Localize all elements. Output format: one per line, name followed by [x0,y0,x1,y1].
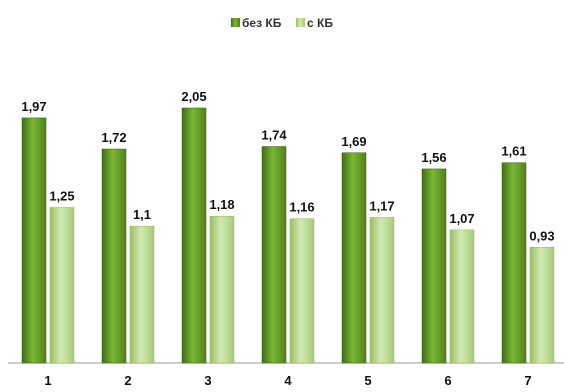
x-tick-label-4: 4 [284,373,292,388]
bar-series-1-cat-4 [262,147,286,363]
data-label-series-1-cat-5: 1,69 [341,134,366,149]
bar-series-2-cat-7 [530,247,554,363]
data-label-series-2-cat-3: 1,18 [209,197,234,212]
bar-series-2-cat-6 [450,230,474,363]
plot-area: 1,97 1,25 1 1,72 1,1 2 2,05 1,18 3 1,74 1,16 4 1,69 1… [8,89,564,388]
x-tick-label-3: 3 [204,373,211,388]
legend-swatch-series-2 [296,18,305,27]
data-label-series-2-cat-7: 0,93 [529,228,554,243]
x-tick-label-1: 1 [44,373,51,388]
data-label-series-1-cat-2: 1,72 [101,130,126,145]
bar-series-1-cat-1 [22,118,46,363]
data-label-series-1-cat-7: 1,61 [501,144,526,159]
bar-series-2-cat-5 [370,217,394,363]
x-tick-label-2: 2 [124,373,131,388]
x-tick-label-7: 7 [524,373,531,388]
data-label-series-2-cat-1: 1,25 [49,189,74,204]
data-label-series-1-cat-3: 2,05 [181,89,206,104]
data-label-series-2-cat-4: 1,16 [289,200,314,215]
data-label-series-2-cat-5: 1,17 [369,198,394,213]
x-tick-label-5: 5 [364,373,371,388]
bar-series-2-cat-1 [50,208,74,364]
data-label-series-2-cat-2: 1,1 [133,207,151,222]
bar-series-2-cat-3 [210,216,234,363]
bar-series-1-cat-3 [182,108,206,363]
bar-series-2-cat-4 [290,219,314,363]
legend-label-series-1: без КБ [242,16,282,30]
data-label-series-1-cat-4: 1,74 [261,128,287,143]
bar-series-1-cat-7 [502,163,526,363]
data-label-series-2-cat-6: 1,07 [449,211,474,226]
legend: без КБ с КБ [231,16,333,30]
bar-series-1-cat-2 [102,149,126,363]
data-label-series-1-cat-6: 1,56 [421,150,446,165]
legend-swatch-series-1 [231,18,240,27]
bar-series-1-cat-6 [422,169,446,363]
bar-series-2-cat-2 [130,226,154,363]
x-tick-label-6: 6 [444,373,451,388]
bar-series-1-cat-5 [342,153,366,363]
legend-label-series-2: с КБ [307,16,333,30]
data-label-series-1-cat-1: 1,97 [21,99,46,114]
